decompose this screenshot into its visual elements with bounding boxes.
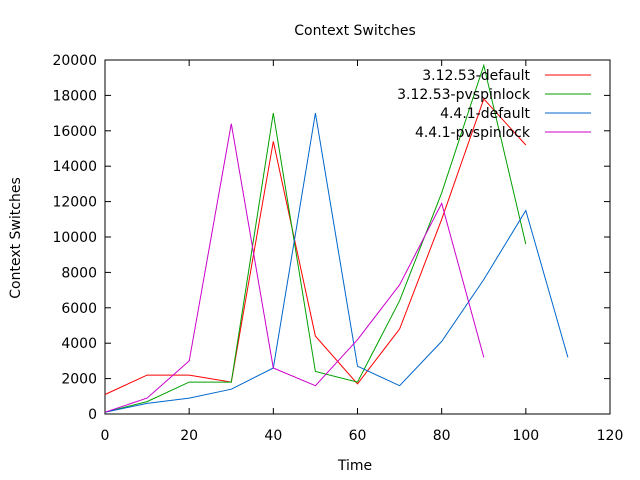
- series-2-point: [483, 64, 485, 66]
- series-line-3: [104, 113, 569, 413]
- series-4-point: [104, 411, 106, 413]
- series-2-point: [272, 112, 274, 114]
- series-3-point: [356, 365, 358, 367]
- x-axis-label: Time: [337, 458, 372, 474]
- series-3-point: [188, 397, 190, 399]
- series-1-point: [104, 393, 106, 395]
- series-1-point: [440, 218, 442, 220]
- series-line-1: [104, 97, 527, 395]
- series-4-point: [188, 360, 190, 362]
- y-tick-label: 16000: [52, 124, 97, 140]
- x-tick-label: 80: [433, 428, 451, 444]
- series-3-point: [567, 356, 569, 358]
- series-1-point: [146, 374, 148, 376]
- series-2-point: [525, 243, 527, 245]
- y-tick-label: 4000: [61, 336, 97, 352]
- legend-label: 3.12.53-default: [422, 68, 530, 84]
- series-4-point: [440, 202, 442, 204]
- series-2-point: [356, 381, 358, 383]
- x-tick-label: 120: [597, 428, 624, 444]
- series-line-2: [104, 63, 527, 413]
- plot-frame: [104, 59, 611, 415]
- series-1-point: [525, 144, 527, 146]
- series-1-point: [188, 374, 190, 376]
- series-2-point: [314, 370, 316, 372]
- series-4-point: [398, 284, 400, 286]
- y-tick-label: 2000: [61, 372, 97, 388]
- y-tick-label: 12000: [52, 195, 97, 211]
- y-tick-label: 18000: [52, 88, 97, 104]
- x-tick-label: 60: [349, 428, 367, 444]
- series-1-point: [398, 328, 400, 330]
- series-1-point: [314, 335, 316, 337]
- x-tick-label: 100: [512, 428, 539, 444]
- x-tick-label: 40: [264, 428, 282, 444]
- series-3-point: [483, 278, 485, 280]
- series-4-point: [146, 397, 148, 399]
- series-3-point: [230, 388, 232, 390]
- x-tick-label: 20: [180, 428, 198, 444]
- series-4-point: [314, 384, 316, 386]
- series-2-point: [188, 381, 190, 383]
- legend-label: 3.12.53-pvspinlock: [397, 87, 531, 103]
- legend-label: 4.4.1-default: [440, 106, 530, 122]
- series-4-point: [230, 123, 232, 125]
- series-3-point: [440, 340, 442, 342]
- x-tick-label: 0: [101, 428, 110, 444]
- series-2-point: [230, 381, 232, 383]
- series-2-point: [440, 192, 442, 194]
- series-3-point: [398, 384, 400, 386]
- series-3-point: [525, 209, 527, 211]
- y-tick-label: 20000: [52, 53, 97, 69]
- series-4-point: [483, 356, 485, 358]
- series-4-point: [272, 367, 274, 369]
- y-tick-label: 10000: [52, 230, 97, 246]
- y-tick-label: 6000: [61, 301, 97, 317]
- y-tick-label: 0: [88, 407, 97, 423]
- series-4-point: [356, 338, 358, 340]
- y-tick-label: 14000: [52, 159, 97, 175]
- series-line-4: [104, 123, 485, 413]
- y-tick-label: 8000: [61, 265, 97, 281]
- y-axis-label: Context Switches: [8, 177, 24, 299]
- series-3-point: [314, 112, 316, 114]
- legend-label: 4.4.1-pvspinlock: [415, 125, 531, 141]
- chart-title: Context Switches: [294, 23, 416, 39]
- series-3-point: [146, 402, 148, 404]
- series-1-point: [272, 140, 274, 142]
- series-2-point: [398, 300, 400, 302]
